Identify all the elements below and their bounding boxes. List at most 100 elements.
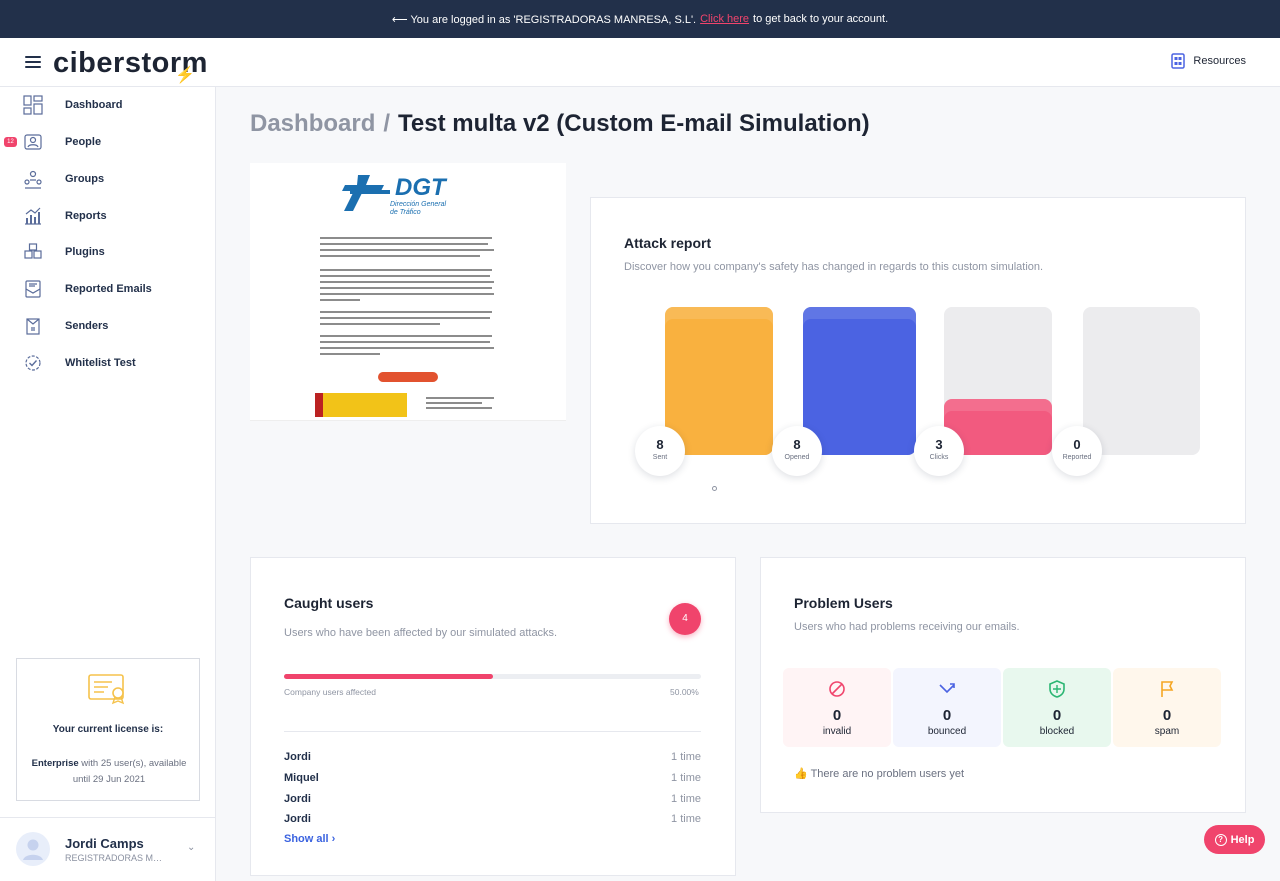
sidebar-item-senders[interactable]: Senders	[0, 311, 216, 341]
divider	[284, 731, 701, 732]
flag-icon	[1161, 681, 1174, 697]
thumbs-up-icon: 👍	[794, 768, 808, 780]
stat-label: Opened	[784, 454, 810, 461]
preview-brand-sub2: de Tráfico	[390, 209, 421, 216]
license-certificate-icon	[88, 674, 125, 705]
caught-user-times: 1 time	[671, 772, 701, 784]
bar-opened	[803, 307, 916, 455]
no-problem-users-message: 👍 There are no problem users yet	[794, 767, 964, 780]
sidebar-item-label: Whitelist Test	[65, 357, 136, 369]
people-count-badge: 12	[4, 137, 17, 147]
help-button[interactable]: ? Help	[1204, 825, 1265, 854]
sidebar-item-reported-emails[interactable]: Reported Emails	[0, 274, 216, 304]
stat-label: Sent	[652, 454, 668, 461]
banner-suffix: to get back to your account.	[753, 13, 889, 25]
progress-value: 50.00%	[670, 687, 699, 697]
whitelist-icon	[25, 355, 41, 371]
sidebar-item-label: Senders	[65, 320, 109, 332]
breadcrumb-root[interactable]: Dashboard	[250, 110, 376, 137]
blocked-count: 0	[1052, 707, 1062, 724]
caught-users-card	[250, 557, 736, 876]
spam-count: 0	[1162, 707, 1172, 724]
license-box: Your current license is: Enterprise with…	[16, 658, 200, 801]
avatar	[16, 832, 50, 866]
sidebar-item-people[interactable]: 12 People	[0, 127, 216, 157]
stat-reported: 0 Reported	[1052, 426, 1102, 476]
shield-icon	[1049, 680, 1065, 698]
spam-label: spam	[1154, 726, 1180, 737]
ciberstorm-logo[interactable]: ciberstorm ⚡	[53, 47, 208, 84]
stat-value: 3	[935, 437, 943, 452]
bounced-count: 0	[942, 707, 952, 724]
user-organization: REGISTRADORAS MANRESA, S.L	[65, 853, 165, 863]
app-header: ciberstorm ⚡ Resources	[0, 38, 1280, 87]
ban-icon	[829, 681, 845, 697]
bar-sent	[665, 307, 773, 455]
sidebar-item-reports[interactable]: Reports	[0, 201, 216, 231]
sidebar-item-label: Reported Emails	[65, 283, 152, 295]
back-to-account-link[interactable]: Click here	[700, 13, 750, 25]
caught-user-times: 1 time	[671, 813, 701, 825]
breadcrumb: Dashboard / Test multa v2 (Custom E-mail S…	[250, 110, 870, 138]
attack-report-card: Attack report Discover how you company's…	[590, 197, 1246, 524]
stat-value: 8	[656, 437, 664, 452]
email-preview[interactable]: DGT Dirección General de Tráfico	[250, 163, 566, 421]
lightning-icon: ⚡	[175, 67, 196, 84]
table-row[interactable]: Jordi 1 time	[284, 751, 701, 771]
sidebar-item-label: Dashboard	[65, 99, 123, 111]
groups-icon	[24, 170, 42, 189]
sidebar-item-whitelist-test[interactable]: Whitelist Test	[0, 348, 216, 378]
menu-toggle-icon[interactable]	[25, 56, 41, 68]
caught-users-title: Caught users	[284, 595, 374, 611]
stat-clicks: 3 Clicks	[914, 426, 964, 476]
user-menu[interactable]: Jordi Camps REGISTRADORAS MANRESA, S.L ⌄	[0, 817, 216, 881]
table-row[interactable]: Jordi 1 time	[284, 793, 701, 813]
table-row[interactable]: Miquel 1 time	[284, 772, 701, 792]
logo-text: ciberstorm	[53, 47, 208, 79]
problem-spam: 0 spam	[1113, 668, 1221, 747]
sidebar-item-plugins[interactable]: Plugins	[0, 237, 216, 267]
attack-report-title: Attack report	[624, 235, 712, 251]
license-terms: with 25 user(s), available until 29 Jun …	[72, 758, 187, 785]
dashboard-icon	[23, 95, 43, 115]
sidebar: Dashboard 12 People Groups Reports Plugi…	[0, 87, 216, 881]
no-problem-text: There are no problem users yet	[810, 768, 965, 780]
reported-emails-icon	[25, 280, 41, 298]
affected-progress-fill	[284, 674, 493, 679]
resources-button[interactable]: Resources	[1171, 53, 1246, 69]
reports-icon	[25, 207, 41, 225]
problem-invalid: 0 invalid	[783, 668, 891, 747]
page-title: Test multa v2 (Custom E-mail Simulation)	[398, 110, 870, 137]
bounce-arrow-icon	[939, 683, 955, 694]
sidebar-item-groups[interactable]: Groups	[0, 164, 216, 194]
stat-label: Reported	[1062, 454, 1092, 461]
carousel-dot[interactable]	[712, 486, 717, 491]
user-silhouette-icon	[23, 839, 43, 860]
problem-users-subtitle: Users who had problems receiving our ema…	[794, 621, 1020, 633]
caught-user-name: Jordi	[284, 813, 311, 825]
caught-user-name: Miquel	[284, 772, 319, 784]
problem-bounced: 0 bounced	[893, 668, 1001, 747]
sidebar-item-label: Reports	[65, 210, 107, 222]
preview-brand-sub1: Dirección General	[390, 201, 447, 208]
user-name: Jordi Camps	[65, 836, 144, 851]
table-row[interactable]: Jordi 1 time	[284, 813, 701, 833]
sidebar-item-dashboard[interactable]: Dashboard	[0, 90, 216, 120]
caught-user-name: Jordi	[284, 793, 311, 805]
sidebar-item-label: Groups	[65, 173, 105, 185]
stat-label: Clicks	[929, 454, 949, 461]
caught-users-count-badge: 4	[669, 603, 701, 635]
breadcrumb-separator: /	[383, 110, 391, 137]
license-details: Enterprise with 25 user(s), available un…	[27, 756, 191, 788]
sidebar-item-label: Plugins	[65, 246, 105, 258]
bounced-label: bounced	[927, 726, 967, 737]
bar-track-reported	[1083, 307, 1200, 455]
stat-value: 8	[793, 437, 801, 452]
resources-label: Resources	[1193, 55, 1246, 67]
progress-label: Company users affected	[284, 687, 376, 697]
senders-icon	[26, 318, 40, 335]
show-all-link[interactable]: Show all ›	[284, 833, 336, 845]
email-preview-image	[250, 163, 566, 421]
chevron-down-icon[interactable]: ⌄	[187, 842, 196, 853]
license-title: Your current license is:	[52, 724, 164, 735]
